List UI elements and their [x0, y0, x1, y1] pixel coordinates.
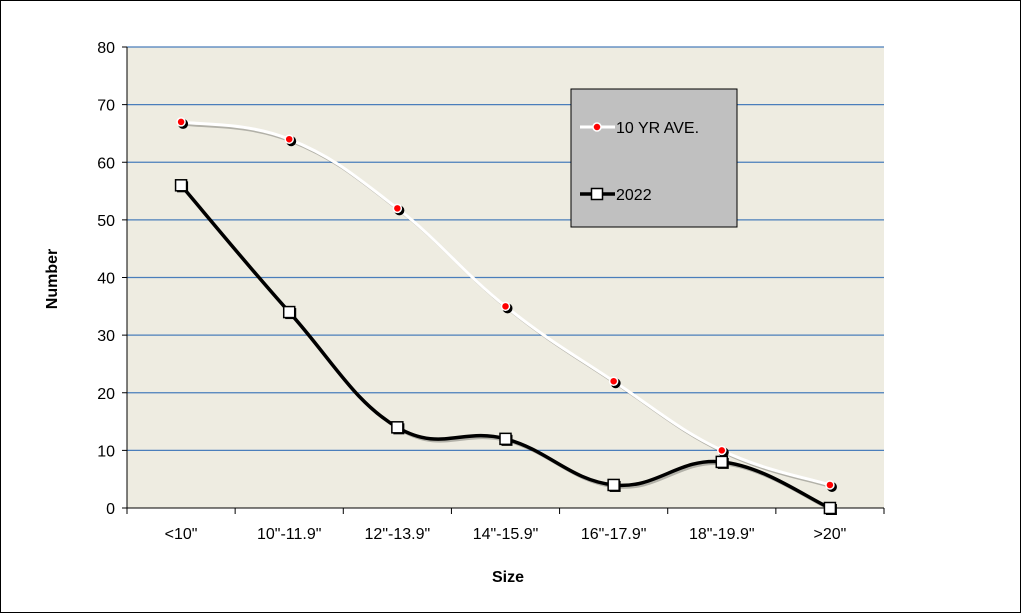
- legend: 10 YR AVE. 2022: [570, 88, 738, 228]
- x-tick-label: >20": [814, 526, 847, 543]
- axes: [126, 47, 885, 514]
- legend-label-2022: 2022: [616, 187, 652, 204]
- y-tick-label: 40: [97, 271, 115, 288]
- data-point: [391, 421, 404, 434]
- x-tick-label: 18"-19.9": [689, 526, 755, 543]
- y-tick-label: 0: [106, 501, 115, 518]
- y-tick-label: 50: [97, 213, 115, 230]
- y-tick-labels: 0 10 20 30 40 50 60 70 80: [97, 40, 115, 518]
- y-axis-title: Number: [44, 249, 61, 309]
- x-axis-title: Size: [492, 569, 524, 586]
- data-point: [176, 117, 186, 127]
- legend-box: [570, 88, 738, 228]
- data-point: [500, 301, 511, 312]
- y-tick-label: 80: [97, 40, 115, 57]
- legend-marker-2022: [590, 187, 604, 201]
- data-point: [715, 455, 729, 469]
- data-point: [174, 179, 188, 192]
- data-point: [607, 478, 620, 492]
- x-tick-label: 16"-17.9": [581, 526, 647, 543]
- data-point: [499, 432, 512, 446]
- data-point: [717, 445, 727, 456]
- series-layer: [174, 117, 837, 515]
- legend-marker-avg: [592, 122, 602, 132]
- x-tick-label: <10": [165, 526, 198, 543]
- data-point: [392, 203, 403, 214]
- data-point: [608, 376, 619, 386]
- y-tick-label: 60: [97, 155, 115, 172]
- x-tick-label: 12"-13.9": [365, 526, 431, 543]
- series-0: [176, 117, 837, 492]
- data-point: [825, 480, 835, 490]
- data-point: [282, 305, 296, 319]
- y-tick-label: 20: [97, 386, 115, 403]
- legend-label-avg: 10 YR AVE.: [616, 120, 699, 137]
- x-tick-label: 10"-11.9": [257, 526, 321, 543]
- data-point: [284, 134, 294, 144]
- x-tick-label: 14"-15.9": [473, 526, 539, 543]
- series-1: [174, 179, 837, 515]
- y-tick-label: 30: [97, 328, 115, 345]
- x-tick-labels: <10" 10"-11.9" 12"-13.9" 14"-15.9" 16"-17.9"…: [165, 526, 847, 543]
- y-tick-label: 70: [97, 98, 115, 115]
- gridlines: [122, 46, 884, 509]
- y-tick-label: 10: [97, 443, 115, 460]
- data-point: [823, 501, 837, 515]
